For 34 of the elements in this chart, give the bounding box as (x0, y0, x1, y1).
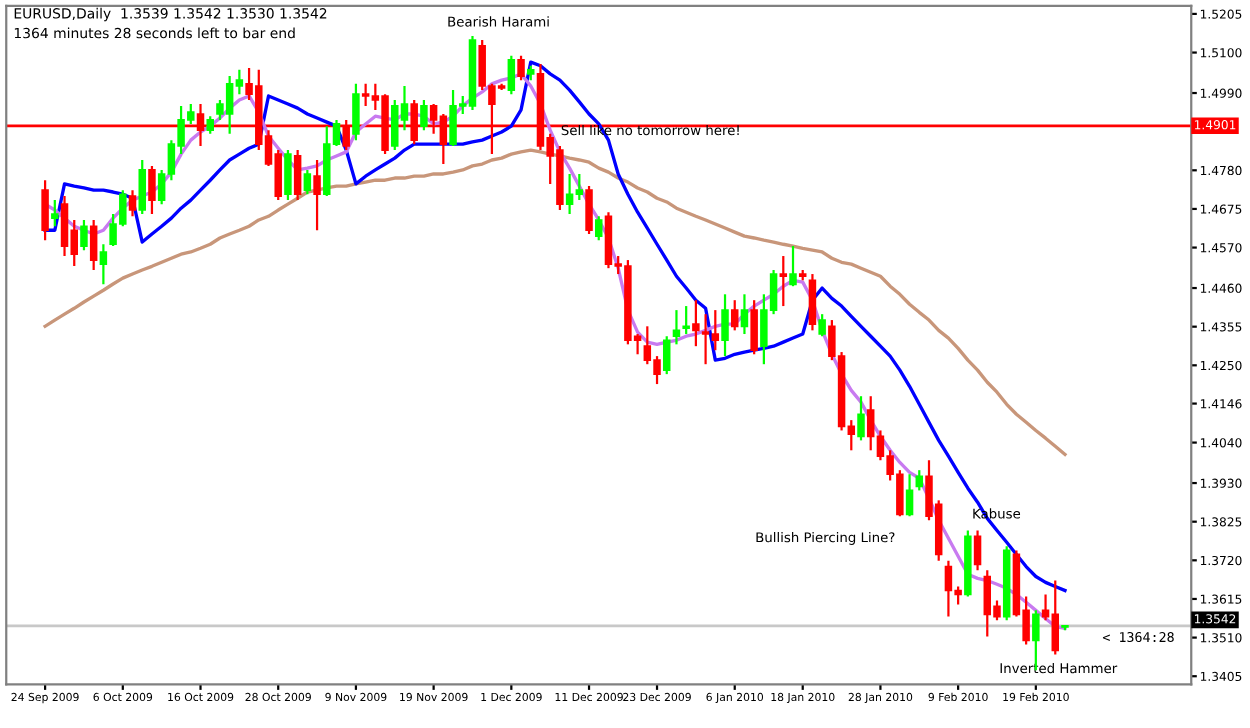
candlestick (585, 185, 593, 236)
candlestick (507, 54, 516, 96)
candlestick (595, 215, 603, 242)
candlestick (672, 309, 681, 346)
candlestick (303, 168, 312, 196)
candlestick (293, 148, 302, 202)
candlestick (789, 244, 797, 288)
candlestick (80, 218, 88, 252)
candlestick (973, 529, 982, 572)
candlestick (662, 335, 671, 376)
candlestick (148, 164, 156, 216)
candlestick (41, 179, 49, 242)
candlestick (730, 299, 739, 332)
candlestick (99, 243, 108, 286)
candlestick (352, 82, 360, 142)
candlestick (808, 272, 817, 332)
candlestick (692, 299, 700, 348)
candlestick (517, 54, 525, 82)
candlestick (905, 473, 914, 518)
candlestick (779, 254, 788, 308)
candlestick (857, 395, 865, 442)
candlestick (313, 158, 321, 232)
candlestick (51, 198, 59, 228)
candlestick (682, 304, 690, 336)
candlestick (721, 293, 729, 358)
candlestick (740, 293, 749, 336)
candlestick (915, 469, 924, 492)
candlestick (420, 98, 428, 132)
candlestick (818, 313, 826, 338)
candlestick (89, 218, 98, 272)
candlestick (138, 158, 146, 216)
candlestick (750, 299, 758, 356)
candlestick (284, 148, 292, 202)
candlestick (128, 189, 137, 218)
